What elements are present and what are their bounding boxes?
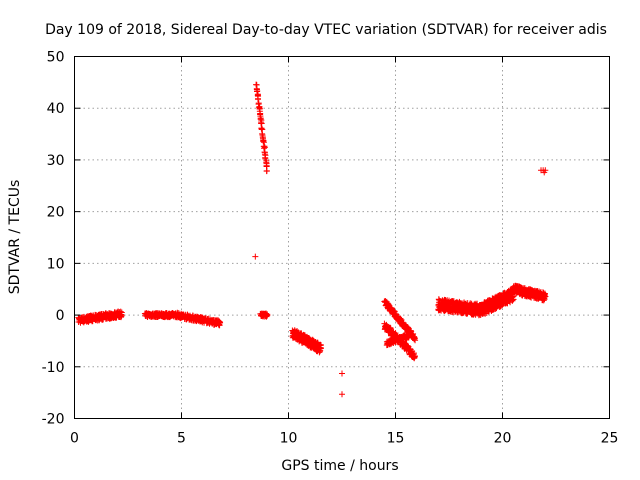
data-point [541,169,548,176]
data-point [259,130,266,137]
data-layer [75,81,549,398]
data-point [254,88,261,95]
data-point [264,311,271,318]
data-point [252,253,259,260]
data-point [216,322,223,329]
data-point [118,309,125,316]
data-point [317,344,324,351]
plot-frame [74,56,610,419]
data-point [339,370,345,377]
data-point [411,353,418,360]
data-point [253,81,260,88]
data-point [541,293,548,300]
data-point [263,168,270,175]
x-tick-label: 0 [70,431,79,447]
tick-layer: 0 5 10 15 20 25 -20 -10 0 10 20 30 40 50 [42,50,619,447]
grid-layer [74,56,610,419]
data-point [339,391,345,398]
x-tick-label: 10 [280,431,298,447]
x-tick-label: 20 [494,431,512,447]
data-point [257,111,264,118]
y-tick-label: 10 [47,256,65,272]
y-tick-label: -20 [42,412,65,428]
y-tick-label: 30 [47,153,65,169]
y-tick-label: -10 [42,360,65,376]
data-point [405,334,412,341]
y-tick-label: 20 [47,205,65,221]
data-point [387,325,394,332]
data-point [412,337,419,344]
y-tick-label: 0 [56,308,65,324]
data-point [118,313,125,320]
chart-title: Day 109 of 2018, Sidereal Day-to-day VTE… [45,22,607,38]
data-point [260,138,267,145]
x-tick-label: 5 [177,431,186,447]
data-point [261,145,268,152]
x-tick-label: 25 [601,431,619,447]
x-tick-label: 15 [387,431,405,447]
y-tick-label: 50 [47,50,65,66]
x-axis-label: GPS time / hours [281,458,398,474]
y-axis-label: SDTVAR / TECUs [7,180,23,295]
data-point [254,96,261,103]
data-point [509,296,516,303]
y-tick-label: 40 [47,101,65,117]
